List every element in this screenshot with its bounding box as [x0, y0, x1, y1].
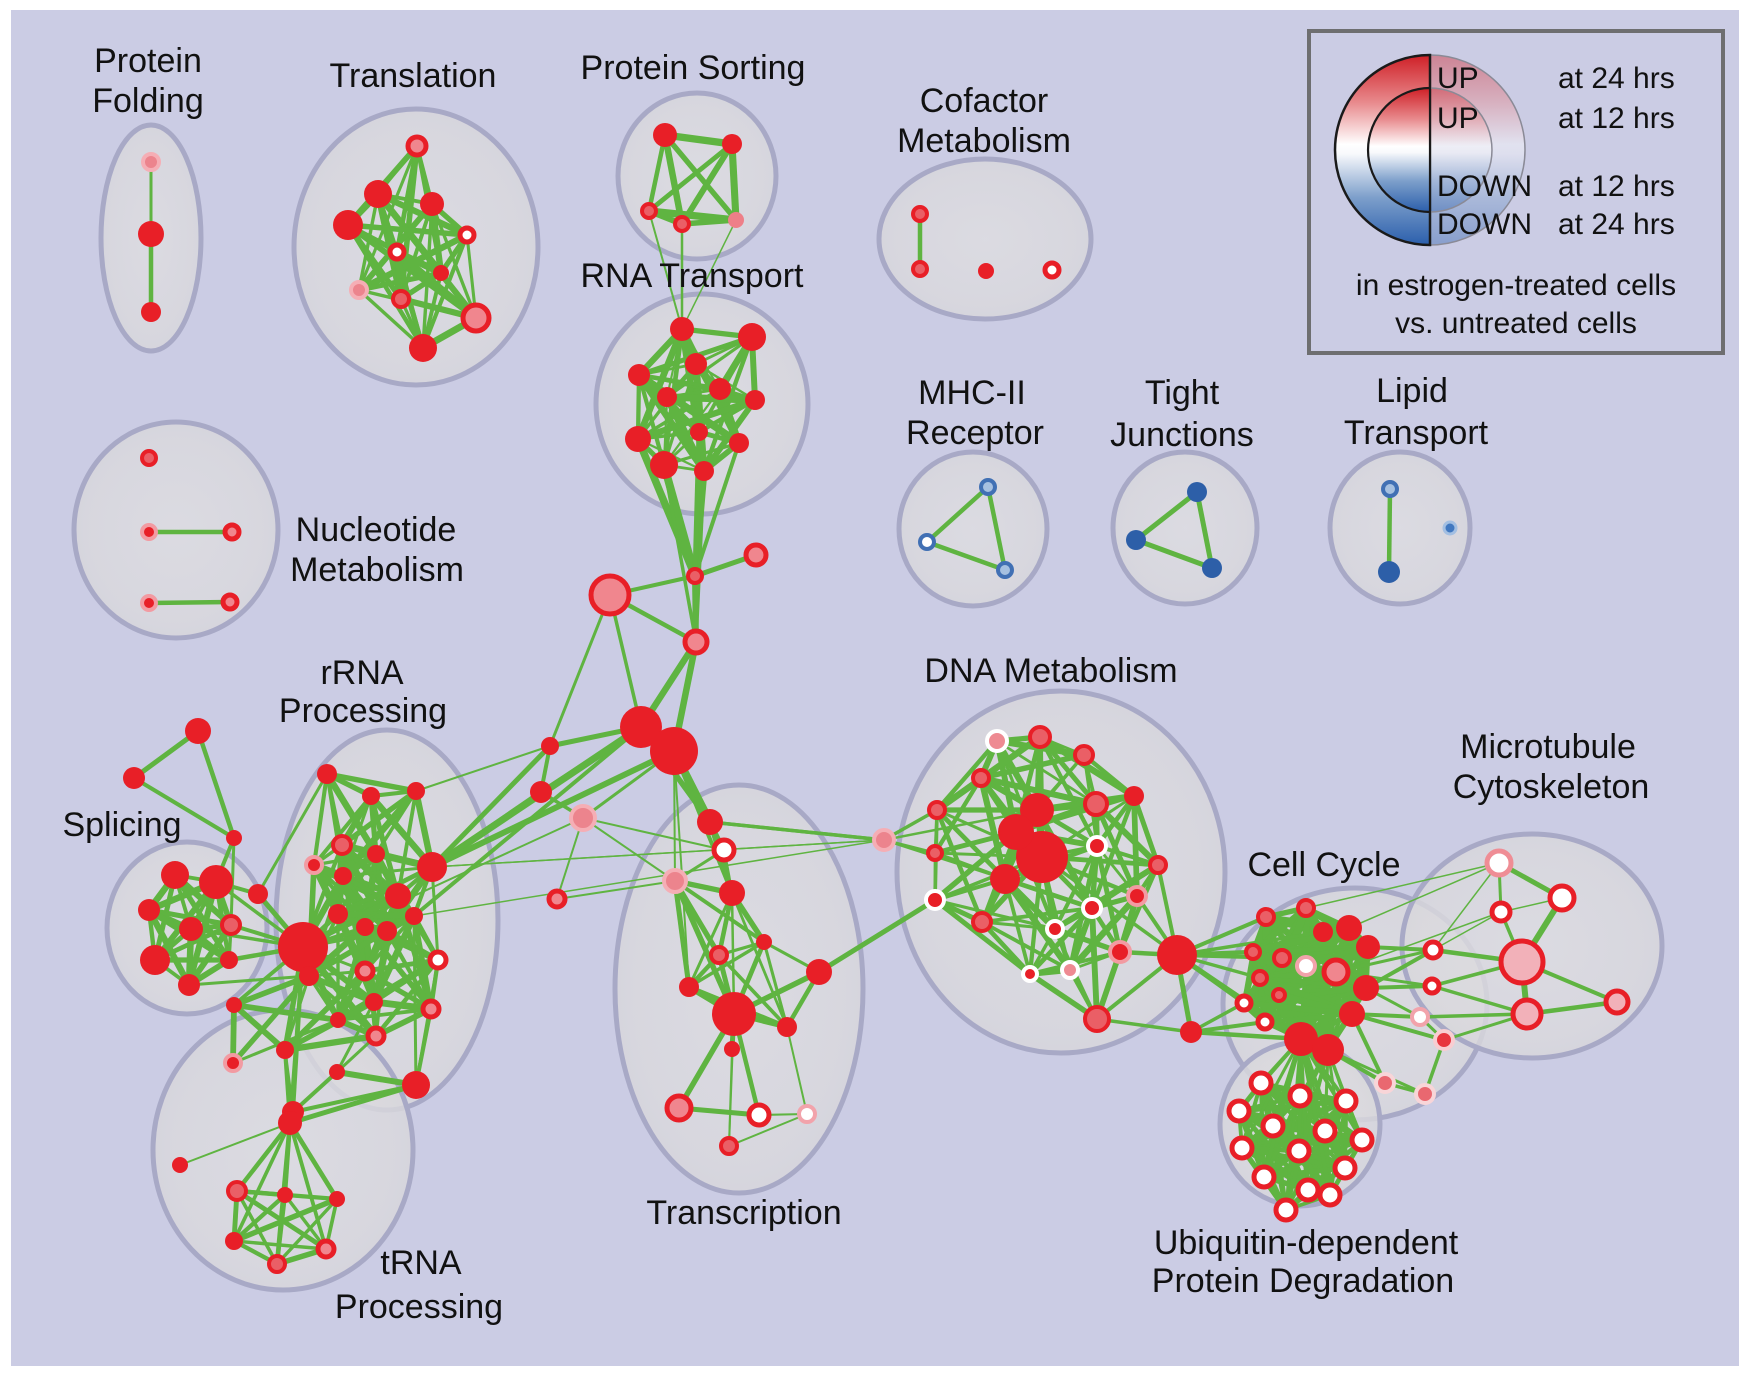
svg-text:RNA Transport: RNA Transport: [581, 257, 805, 295]
svg-text:Protein: Protein: [94, 42, 202, 80]
svg-text:Protein Sorting: Protein Sorting: [581, 49, 806, 87]
svg-text:Splicing: Splicing: [62, 806, 181, 844]
svg-text:at 24 hrs: at 24 hrs: [1558, 62, 1675, 95]
svg-text:Lipid: Lipid: [1376, 372, 1448, 410]
svg-text:Junctions: Junctions: [1110, 416, 1254, 454]
svg-text:Ubiquitin-dependent: Ubiquitin-dependent: [1154, 1224, 1459, 1262]
svg-text:Tight: Tight: [1145, 374, 1220, 412]
svg-text:at 24 hrs: at 24 hrs: [1558, 208, 1675, 241]
svg-text:DNA Metabolism: DNA Metabolism: [924, 652, 1177, 690]
svg-text:Translation: Translation: [330, 57, 497, 95]
svg-text:Protein Degradation: Protein Degradation: [1152, 1262, 1454, 1300]
svg-text:Metabolism: Metabolism: [897, 122, 1071, 160]
svg-text:vs. untreated cells: vs. untreated cells: [1395, 307, 1637, 340]
svg-text:at 12 hrs: at 12 hrs: [1558, 170, 1675, 203]
svg-text:tRNA: tRNA: [380, 1244, 462, 1282]
svg-text:Cell Cycle: Cell Cycle: [1247, 846, 1400, 884]
svg-text:DOWN: DOWN: [1437, 170, 1532, 203]
svg-text:Processing: Processing: [279, 692, 447, 730]
svg-text:Metabolism: Metabolism: [290, 551, 464, 589]
svg-text:Cytoskeleton: Cytoskeleton: [1453, 768, 1650, 806]
svg-text:UP: UP: [1437, 102, 1479, 135]
svg-text:Cofactor: Cofactor: [920, 82, 1049, 120]
svg-text:Folding: Folding: [92, 82, 204, 120]
svg-text:MHC-II: MHC-II: [918, 374, 1026, 412]
svg-text:Receptor: Receptor: [906, 414, 1044, 452]
svg-text:Transport: Transport: [1344, 414, 1489, 452]
svg-text:UP: UP: [1437, 62, 1479, 95]
svg-text:Microtubule: Microtubule: [1460, 728, 1636, 766]
svg-text:at 12 hrs: at 12 hrs: [1558, 102, 1675, 135]
svg-text:rRNA: rRNA: [320, 654, 403, 692]
svg-text:in estrogen-treated cells: in estrogen-treated cells: [1356, 269, 1676, 302]
svg-text:Transcription: Transcription: [646, 1194, 841, 1232]
svg-text:DOWN: DOWN: [1437, 208, 1532, 241]
svg-text:Nucleotide: Nucleotide: [296, 511, 457, 549]
svg-text:Processing: Processing: [335, 1288, 503, 1326]
